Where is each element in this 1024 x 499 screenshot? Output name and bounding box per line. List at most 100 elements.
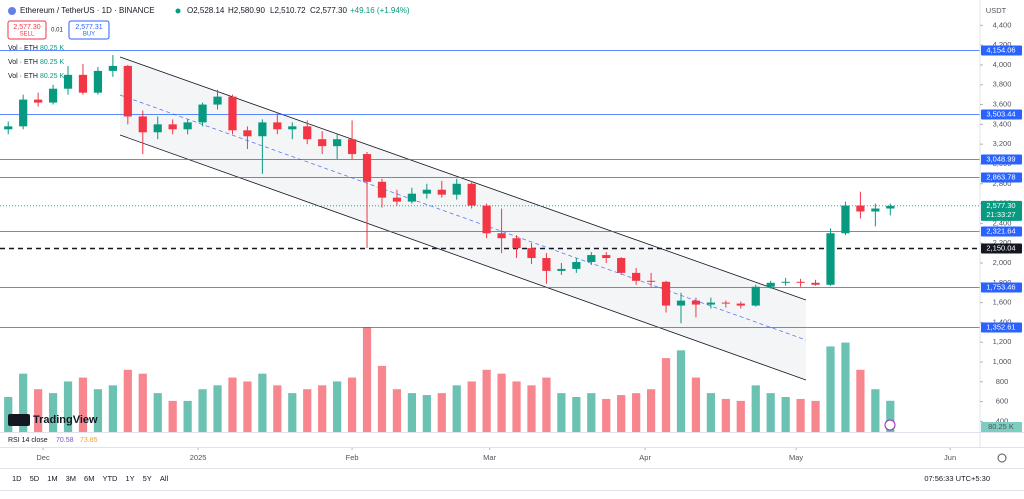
- candle-body: [617, 258, 626, 273]
- volume-bar: [63, 381, 73, 432]
- range-button[interactable]: 5D: [30, 474, 40, 483]
- x-tick-label: Mar: [483, 453, 496, 462]
- volume-legend-value: 80.25 K: [40, 45, 64, 52]
- rsi-value: 70.58: [56, 437, 74, 444]
- y-tick-label: 1,400: [993, 317, 1012, 326]
- range-button[interactable]: 5Y: [143, 474, 152, 483]
- volume-bar: [886, 400, 895, 432]
- x-tick-label: May: [789, 453, 803, 462]
- volume-legend[interactable]: Vol · ETH: [8, 73, 38, 80]
- channel-fill: [120, 57, 806, 380]
- volume-bar: [422, 395, 431, 432]
- candle-body: [153, 124, 162, 133]
- volume-bar: [138, 373, 147, 432]
- volume-bar: [542, 377, 551, 432]
- range-button[interactable]: 1Y: [125, 474, 134, 483]
- volume-bar: [183, 400, 192, 432]
- candle-body: [34, 99, 43, 103]
- y-tick-label: 1,600: [993, 298, 1012, 307]
- volume-bar: [751, 385, 760, 432]
- level-label-bg: [981, 322, 1022, 333]
- candle-body: [63, 74, 73, 89]
- range-button[interactable]: All: [160, 474, 169, 483]
- range-button[interactable]: YTD: [102, 474, 118, 483]
- candle-body: [871, 208, 880, 212]
- range-button[interactable]: 1D: [12, 474, 22, 483]
- time-axis-settings[interactable]: [997, 453, 1007, 463]
- rsi-name[interactable]: RSI 14 close: [8, 437, 48, 444]
- logo-icon: [8, 414, 30, 426]
- candle-body: [108, 65, 117, 71]
- channel-mid: [119, 94, 807, 341]
- candle-body: [4, 126, 13, 130]
- candle-body: [572, 261, 581, 269]
- candle-body: [557, 268, 566, 271]
- ohlc-open: O2,528.14: [187, 6, 225, 15]
- logo[interactable]: TradingView: [33, 414, 98, 426]
- volume-bar: [153, 393, 162, 432]
- range-button[interactable]: 3M: [66, 474, 76, 483]
- volume-bar: [273, 385, 282, 432]
- candle-body: [886, 205, 895, 209]
- candle-body: [93, 70, 103, 93]
- rsi-value: 73.85: [80, 437, 98, 444]
- y-tick-label: 3,200: [993, 139, 1012, 148]
- volume-bar: [243, 381, 252, 432]
- candle-body: [646, 280, 656, 282]
- axis-unit[interactable]: USDT: [986, 6, 1007, 15]
- volume-bar: [407, 393, 416, 432]
- y-tick-label: 2,200: [993, 238, 1012, 247]
- level-label: 2,863.78: [986, 172, 1015, 181]
- buy-button[interactable]: [68, 20, 110, 40]
- sell-price: 2,577.30: [13, 24, 40, 31]
- candle-body: [333, 139, 342, 147]
- x-tick-label: 2025: [190, 453, 207, 462]
- clock[interactable]: 07:56:33 UTC+5:30: [924, 474, 990, 483]
- x-tick-label: Feb: [346, 453, 359, 462]
- candle-body: [676, 300, 686, 306]
- axis-layer: 400 600 800 1,000 1,200 1,400 1,600 1,800 2,000 2…: [42, 20, 1022, 450]
- volume-legend[interactable]: Vol · ETH: [8, 45, 38, 52]
- volume-bar: [587, 393, 596, 432]
- volume-bar: [228, 377, 237, 432]
- candle-body: [736, 303, 745, 306]
- volume-bar: [676, 350, 686, 432]
- y-tick-label: 3,800: [993, 80, 1012, 89]
- volume-bar: [48, 393, 58, 432]
- candle-body: [661, 281, 671, 306]
- range-button[interactable]: 1M: [47, 474, 57, 483]
- range-button[interactable]: 6M: [84, 474, 94, 483]
- y-tick-label: 800: [996, 377, 1009, 386]
- volume-bar: [527, 385, 536, 432]
- volume-bar: [34, 389, 43, 432]
- volume-bar: [258, 373, 267, 432]
- candle-body: [706, 302, 716, 305]
- volume-legend[interactable]: Vol · ETH: [8, 59, 38, 66]
- candle-body: [407, 193, 416, 202]
- volume-bar: [796, 398, 805, 432]
- candle-body: [392, 197, 402, 202]
- symbol[interactable]: Ethereum / TetherUS · 1D · BINANCE: [20, 6, 155, 15]
- volume-bar: [93, 389, 103, 432]
- volume-bar: [811, 400, 820, 432]
- change: +49.16 (+1.94%): [350, 6, 410, 15]
- volume-bar: [497, 373, 506, 432]
- level-label: 2,150.04: [986, 243, 1015, 252]
- candle-body: [362, 154, 372, 182]
- candle-body: [78, 74, 88, 93]
- volume-bar: [602, 398, 611, 432]
- x-tick-label: Apr: [639, 453, 651, 462]
- level-label: 3,048.99: [986, 154, 1015, 163]
- last-price: 2,577.30: [986, 201, 1015, 210]
- level-label-bg: [981, 172, 1022, 183]
- candle-body: [542, 258, 551, 271]
- candle-body: [856, 205, 865, 212]
- volume-bar: [512, 381, 521, 432]
- toolbar: 1D 5D 1M 3M 6M YTD 1Y 5Y All: [12, 474, 168, 483]
- level-label: 1,753.46: [986, 282, 1015, 291]
- x-tick-label: Jun: [944, 453, 956, 462]
- alert-icon[interactable]: [884, 419, 896, 431]
- y-tick-label: 3,400: [993, 119, 1012, 128]
- sell-button[interactable]: [7, 20, 47, 40]
